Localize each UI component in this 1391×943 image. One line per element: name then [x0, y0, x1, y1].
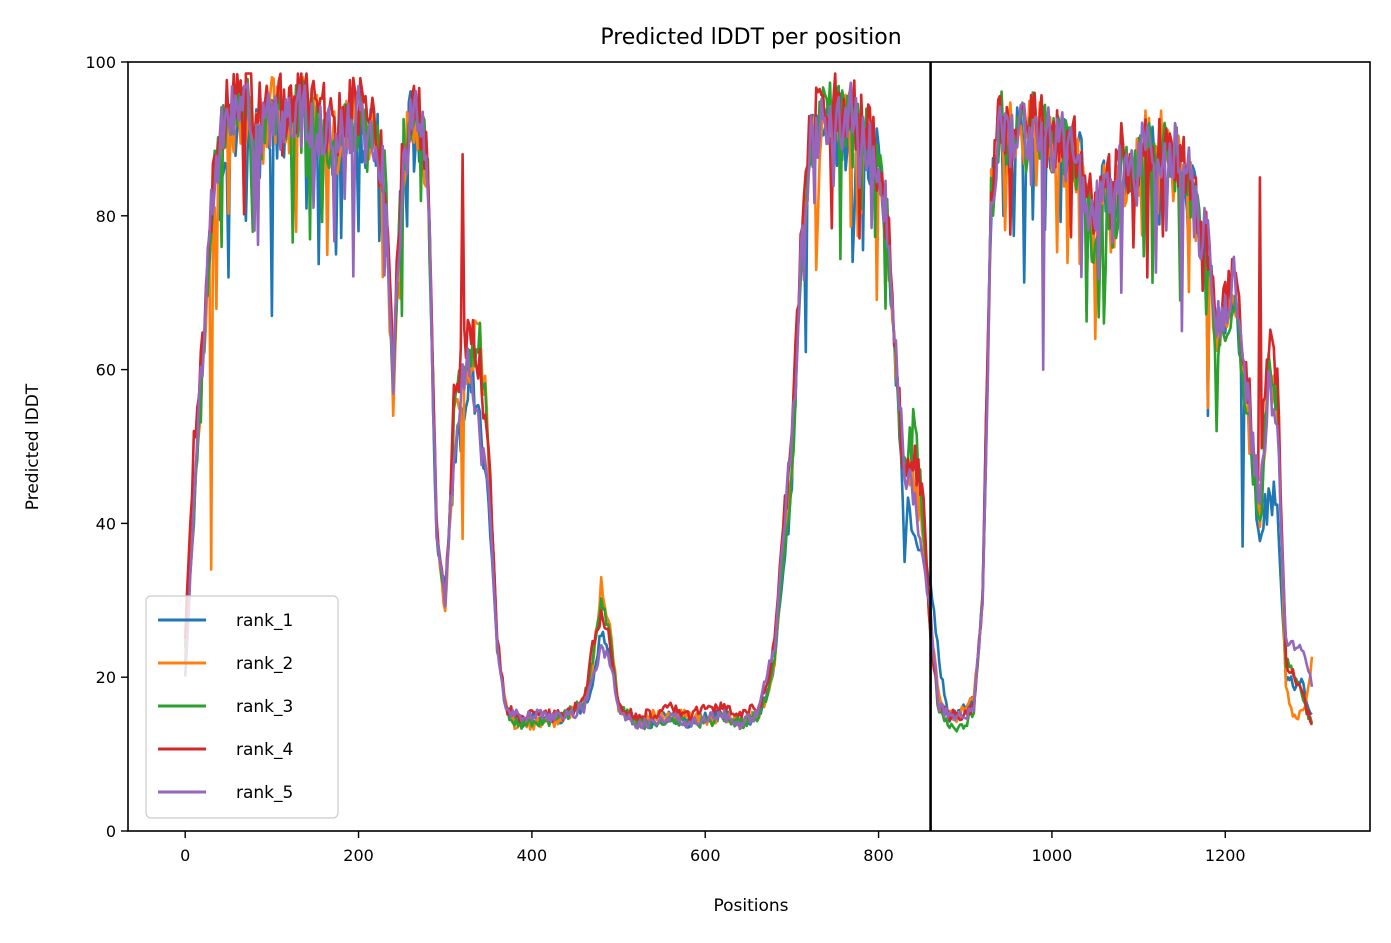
- plot-area: [183, 62, 1314, 831]
- axes: 0 200 400 600 800 1000 1200 0 20 40 60 80 100: [85, 53, 1371, 865]
- legend: rank_1 rank_2 rank_3 rank_4 rank_5: [145, 595, 339, 819]
- legend-label-rank-5: rank_5: [236, 783, 293, 803]
- x-tick-label: 1200: [1205, 846, 1246, 865]
- y-axis-label: Predicted lDDT: [23, 383, 43, 510]
- x-axis-label: Positions: [713, 896, 788, 916]
- y-tick-label: 20: [96, 668, 116, 687]
- legend-label-rank-3: rank_3: [236, 697, 293, 717]
- chart-title: Predicted lDDT per position: [600, 25, 901, 50]
- legend-label-rank-1: rank_1: [236, 611, 293, 631]
- x-tick-label: 1000: [1032, 846, 1073, 865]
- legend-label-rank-2: rank_2: [236, 654, 293, 674]
- y-tick-label: 80: [96, 207, 116, 226]
- y-tick-label: 60: [96, 361, 116, 380]
- series-line-rank-5: [183, 81, 1314, 730]
- legend-label-rank-4: rank_4: [236, 740, 293, 760]
- x-tick-label: 600: [690, 846, 721, 865]
- y-tick-label: 0: [106, 822, 116, 841]
- x-tick-label: 400: [517, 846, 548, 865]
- y-tick-label: 40: [96, 514, 116, 533]
- y-tick-label: 100: [85, 53, 116, 72]
- x-tick-label: 800: [863, 846, 894, 865]
- legend-box: [145, 595, 339, 819]
- plot-frame: [127, 61, 1371, 832]
- x-tick-label: 200: [343, 846, 374, 865]
- x-tick-label: 0: [180, 846, 190, 865]
